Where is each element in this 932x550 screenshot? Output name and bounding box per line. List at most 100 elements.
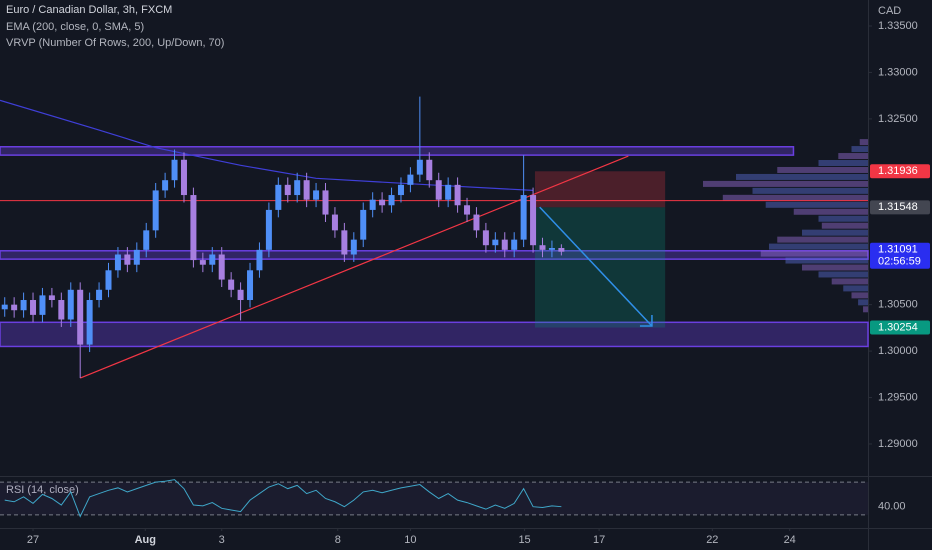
candle-body: [48, 295, 55, 301]
candle-body: [303, 180, 310, 200]
price-tag-label: 1.31936: [878, 165, 918, 177]
x-tick-label: Aug: [135, 534, 156, 546]
candle-body: [105, 270, 112, 290]
volume-row: [722, 194, 868, 201]
volume-row: [703, 180, 868, 187]
volume-row: [777, 166, 868, 173]
arrow-head: [639, 315, 653, 327]
volume-row: [769, 243, 868, 250]
candle-body: [209, 254, 216, 265]
candle-body: [558, 247, 565, 252]
volume-row: [760, 250, 868, 257]
indicator-label: VRVP (Number Of Rows, 200, Up/Down, 70): [6, 37, 224, 49]
candle-body: [388, 195, 395, 206]
candle-body: [256, 249, 263, 271]
volume-row: [752, 187, 868, 194]
candle-body: [464, 205, 471, 215]
volume-row: [859, 139, 868, 146]
candle-body: [331, 214, 338, 231]
volume-row: [858, 299, 868, 306]
candle-body: [114, 254, 121, 271]
candle-body: [20, 300, 27, 311]
candle-body: [162, 180, 169, 191]
arrow: [539, 206, 653, 327]
candle-body: [152, 190, 159, 231]
candle-body: [426, 159, 433, 181]
target-zone: [534, 207, 666, 328]
candle-body: [322, 190, 329, 215]
x-tick-label: 3: [219, 534, 225, 546]
candle-body: [133, 249, 140, 265]
price-tag-label: 1.30254: [878, 321, 918, 333]
x-tick-label: 17: [593, 534, 605, 546]
rsi-band: [0, 482, 868, 515]
y-tick-label: 1.33500: [878, 20, 918, 32]
chart-title: Euro / Canadian Dollar, 3h, FXCM: [6, 4, 172, 16]
volume-row: [818, 271, 868, 278]
volume-row: [765, 201, 868, 208]
volume-row: [736, 173, 868, 180]
volume-row: [802, 264, 868, 271]
candle-body: [39, 295, 46, 315]
price-tag: [870, 164, 930, 179]
candle-body: [530, 195, 537, 246]
candle-body: [350, 239, 357, 255]
candle-body: [369, 199, 376, 210]
volume-row: [802, 229, 868, 236]
y-tick-label: 1.32500: [878, 113, 918, 125]
candle-body: [1, 304, 8, 310]
candle-body: [67, 289, 74, 320]
currency-label: CAD: [878, 5, 901, 17]
candle-body: [30, 300, 37, 315]
candle-body: [492, 239, 499, 246]
x-tick-label: 27: [27, 534, 39, 546]
candle-body: [341, 230, 348, 255]
volume-row: [838, 153, 868, 160]
candle-body: [520, 195, 527, 240]
volume-row: [821, 222, 868, 229]
candle-body: [228, 279, 235, 290]
y-tick-label: 1.29500: [878, 391, 918, 403]
volume-row: [777, 236, 868, 243]
volume-row: [851, 146, 868, 153]
x-tick-label: 15: [518, 534, 530, 546]
candle-body: [511, 239, 518, 250]
candle-body: [539, 245, 546, 250]
zone: [0, 146, 795, 156]
volume-row: [863, 306, 868, 313]
candle-body: [501, 239, 508, 250]
candle-body: [58, 300, 65, 320]
candle-body: [190, 195, 197, 261]
candle-body: [96, 289, 103, 301]
candle-body: [397, 184, 404, 196]
candle-body: [247, 270, 254, 301]
indicator-label: EMA (200, close, 0, SMA, 5): [6, 21, 144, 33]
volume-row: [851, 292, 868, 299]
volume-row: [785, 257, 868, 264]
zone: [0, 321, 869, 348]
x-tick-label: 24: [784, 534, 796, 546]
volume-row: [843, 285, 868, 292]
x-tick-label: 10: [404, 534, 416, 546]
candle-body: [435, 180, 442, 200]
candle-body: [284, 184, 291, 196]
volume-row: [793, 208, 868, 215]
candle-body: [548, 247, 555, 250]
candle-body: [77, 289, 84, 345]
rsi-title: RSI (14, close): [6, 484, 79, 496]
candle-body: [445, 184, 452, 200]
zone: [0, 250, 869, 260]
candle-body: [454, 184, 461, 206]
candle-body: [416, 159, 423, 175]
price-tag: [870, 242, 930, 269]
candle-body: [360, 209, 367, 240]
volume-row: [818, 160, 868, 167]
candle-body: [275, 184, 282, 210]
candle-body: [11, 304, 18, 311]
price-tag: [870, 200, 930, 215]
candle-body: [237, 289, 244, 301]
candle-body: [482, 230, 489, 246]
price-tag: [870, 320, 930, 335]
